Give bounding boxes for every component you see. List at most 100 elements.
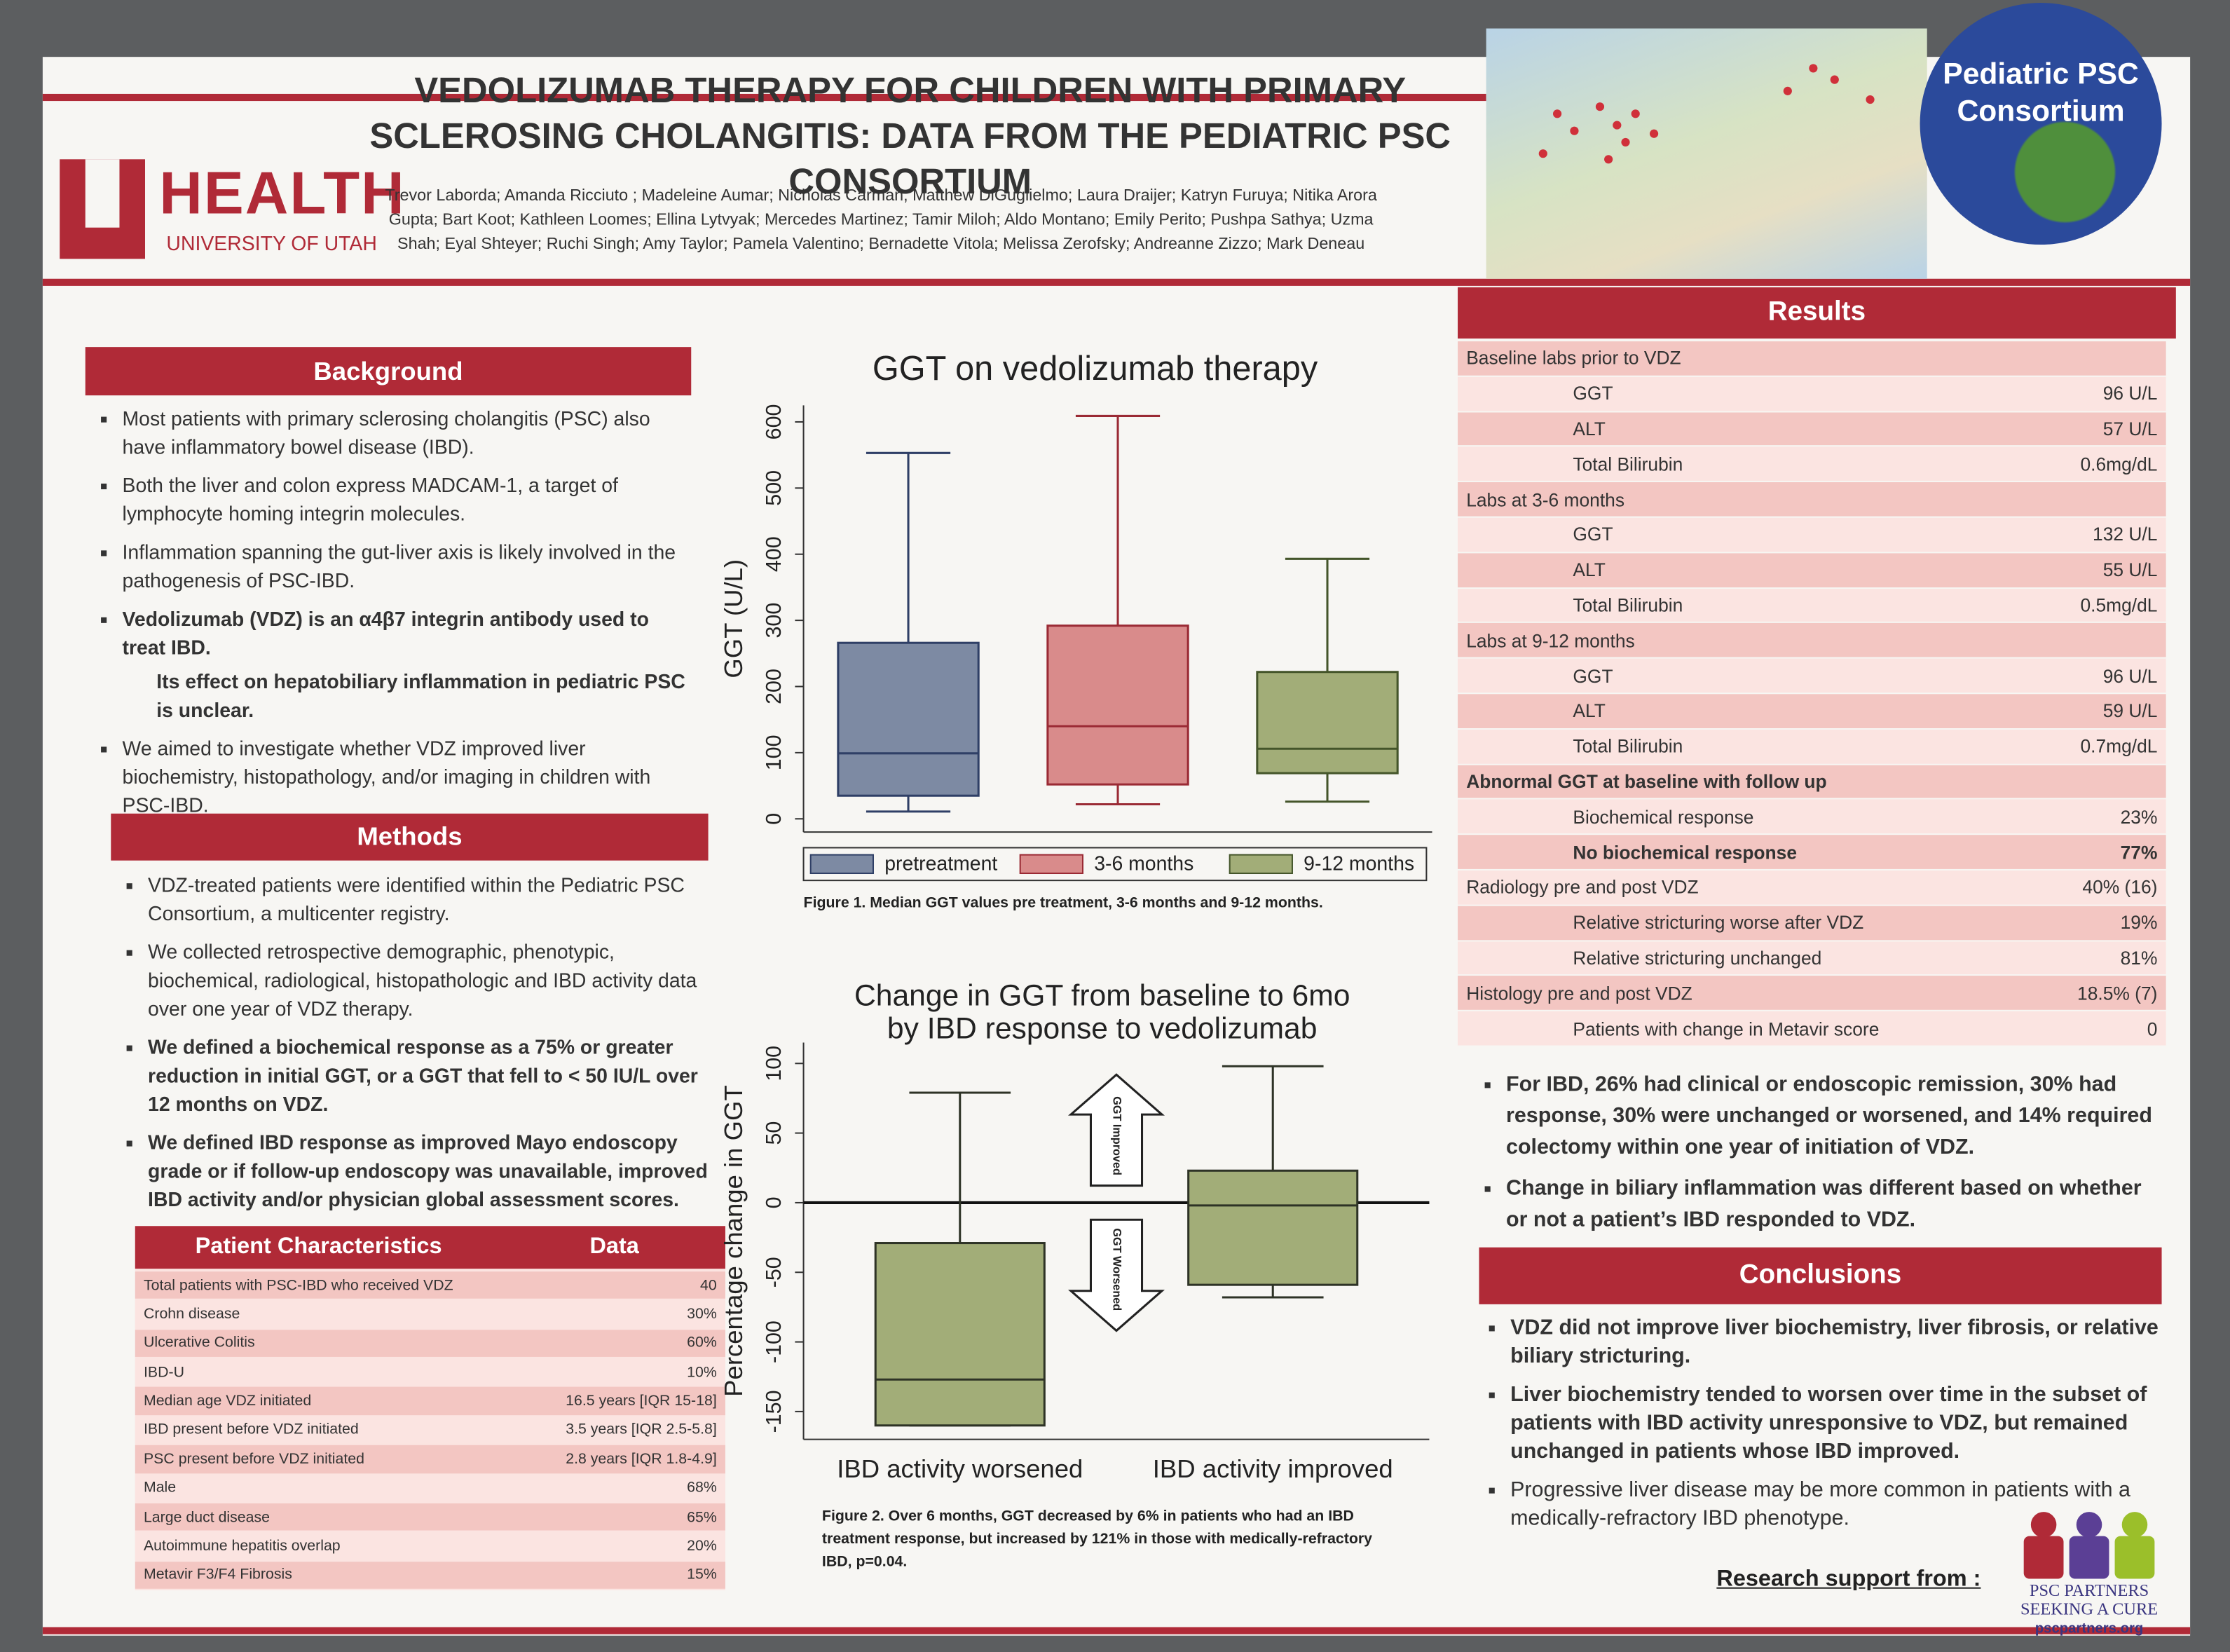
legend-swatch bbox=[809, 854, 875, 875]
y-tick-label: 400 bbox=[762, 536, 786, 572]
table-row: PSC present before VDZ initiated 2.8 year… bbox=[135, 1445, 725, 1473]
bullet: VDZ-treated patients were identified wit… bbox=[148, 871, 711, 927]
row-value: 68% bbox=[687, 1479, 717, 1497]
row-label: No biochemical response bbox=[1573, 841, 1798, 863]
box bbox=[1256, 671, 1399, 774]
bullet: Most patients with primary sclerosing ch… bbox=[123, 404, 686, 460]
row-label: Metavir F3/F4 Fibrosis bbox=[143, 1566, 292, 1584]
rule bbox=[42, 93, 1486, 102]
legend-label: pretreatment bbox=[884, 852, 997, 875]
figure-caption: Figure 2. Over 6 months, GGT decreased b… bbox=[821, 1508, 1373, 1571]
row-label: Relative stricturing unchanged bbox=[1573, 947, 1822, 969]
note: Its effect on hepatobiliary inflammation… bbox=[156, 669, 685, 721]
row-value: 0 bbox=[2147, 1018, 2158, 1039]
row-label: Male bbox=[143, 1479, 177, 1497]
table-row: Labs at 9-12 months bbox=[1458, 623, 2166, 657]
table-row: Biochemical response 23% bbox=[1458, 800, 2166, 834]
row-label: PSC present before VDZ initiated bbox=[143, 1450, 365, 1468]
header-cell: Patient Characteristics bbox=[195, 1234, 442, 1259]
bullet-list: We aimed to investigate whether VDZ impr… bbox=[88, 734, 685, 819]
y-axis-label: Percentage change in GGT bbox=[719, 1085, 748, 1397]
box bbox=[837, 641, 980, 797]
y-tick-label: 500 bbox=[762, 470, 786, 506]
row-value: 59 U/L bbox=[2102, 700, 2158, 722]
chart-title: Change in GGT from baseline to 6mo by IB… bbox=[854, 980, 1350, 1046]
row-value: 40% (16) bbox=[2082, 876, 2158, 899]
arrow bbox=[1068, 1073, 1165, 1187]
table-row: Radiology pre and post VDZ 40% (16) bbox=[1458, 870, 2166, 905]
row-label: Ulcerative Colitis bbox=[143, 1334, 255, 1352]
y-tick-label: -100 bbox=[762, 1320, 786, 1363]
row-label: Histology pre and post VDZ bbox=[1466, 982, 1692, 1004]
row-label: Large duct disease bbox=[143, 1508, 271, 1526]
row-value: 16.5 years [IQR 15-18] bbox=[566, 1392, 717, 1410]
row-value: 65% bbox=[687, 1508, 717, 1526]
row-label: Biochemical response bbox=[1573, 806, 1754, 828]
row-label: GGT bbox=[1573, 664, 1613, 687]
row-label: Total Bilirubin bbox=[1573, 453, 1683, 475]
row-value: 77% bbox=[2120, 841, 2158, 863]
table-row: Relative stricturing unchanged 81% bbox=[1458, 941, 2166, 975]
section-heading: Results bbox=[1458, 287, 2176, 339]
map-pins bbox=[1538, 64, 1875, 164]
row-label: IBD present before VDZ initiated bbox=[143, 1421, 359, 1439]
row-value: 0.5mg/dL bbox=[2080, 594, 2158, 616]
legend-label: 3-6 months bbox=[1094, 852, 1193, 875]
background-list: Most patients with primary sclerosing ch… bbox=[88, 404, 685, 829]
table-row: GGT 96 U/L bbox=[1458, 658, 2166, 693]
logo-mark bbox=[85, 159, 120, 228]
partner-name: PSC PARTNERS SEEKING A CURE bbox=[2020, 1580, 2159, 1619]
bullet: We collected retrospective demographic, … bbox=[148, 937, 711, 1023]
rule bbox=[42, 1627, 2191, 1634]
box bbox=[874, 1242, 1046, 1427]
chart: -150 -100 -50 0 50 100 Percentage change in GG… bbox=[719, 1042, 1430, 1483]
legend-swatch bbox=[1229, 854, 1293, 875]
results-table: Baseline labs prior to VDZ GGT 96 U/L ALT 57… bbox=[1458, 341, 2166, 1047]
bullet: Vedolizumab (VDZ) is an α4β7 integrin an… bbox=[123, 604, 686, 661]
bullet: For IBD, 26% had clinical or endoscopic … bbox=[1506, 1070, 2162, 1163]
table-row: Baseline labs prior to VDZ bbox=[1458, 341, 2166, 376]
row-value: 23% bbox=[2120, 806, 2158, 828]
legend-swatch bbox=[1019, 854, 1083, 875]
figure-caption: Figure 1. Median GGT values pre treatmen… bbox=[803, 894, 1323, 912]
rule bbox=[42, 278, 2191, 286]
legend-box bbox=[802, 847, 1428, 882]
table-row: Total patients with PSC-IBD who received… bbox=[135, 1271, 725, 1299]
support-label: Research support from : bbox=[1716, 1567, 1981, 1592]
row-value: 81% bbox=[2120, 947, 2158, 969]
row-label: ALT bbox=[1573, 418, 1606, 440]
box bbox=[1046, 624, 1189, 786]
row-value: 132 U/L bbox=[2093, 524, 2158, 546]
annotation: GGT Worsened bbox=[1111, 1228, 1123, 1311]
table-row: Patients with change in Metavir score 0 bbox=[1458, 1011, 2166, 1046]
row-value: 15% bbox=[687, 1566, 717, 1584]
table-row: Large duct disease 65% bbox=[135, 1503, 725, 1531]
row-label: Total Bilirubin bbox=[1573, 735, 1683, 757]
y-tick-label: -150 bbox=[762, 1390, 786, 1433]
y-tick-label: 100 bbox=[762, 1046, 786, 1081]
y-tick-label: 0 bbox=[762, 813, 786, 825]
table-row: GGT 132 U/L bbox=[1458, 517, 2166, 552]
table-row: Abnormal GGT at baseline with follow up bbox=[1458, 764, 2166, 799]
x-tick-label: IBD activity improved bbox=[1153, 1454, 1393, 1483]
x-tick-label: IBD activity worsened bbox=[837, 1454, 1083, 1483]
table-row: ALT 59 U/L bbox=[1458, 694, 2166, 728]
table-row: Metavir F3/F4 Fibrosis 15% bbox=[135, 1561, 725, 1589]
chart-title: GGT on vedolizumab therapy bbox=[872, 350, 1318, 388]
table-row: ALT 57 U/L bbox=[1458, 411, 2166, 446]
row-label: IBD-U bbox=[143, 1363, 184, 1381]
row-value: 18.5% (7) bbox=[2077, 982, 2158, 1004]
table-row: No biochemical response 77% bbox=[1458, 835, 2166, 869]
y-tick-label: 0 bbox=[762, 1196, 786, 1208]
table-row: ALT 55 U/L bbox=[1458, 552, 2166, 587]
row-label: Total patients with PSC-IBD who received… bbox=[143, 1276, 453, 1294]
row-value: 10% bbox=[687, 1363, 717, 1381]
bullet: We defined IBD response as improved Mayo… bbox=[148, 1128, 711, 1213]
findings-list: For IBD, 26% had clinical or endoscopic … bbox=[1472, 1070, 2161, 1246]
bullet: Inflammation spanning the gut-liver axis… bbox=[123, 538, 686, 594]
table-row: Autoimmune hepatitis overlap 20% bbox=[135, 1532, 725, 1560]
bullet: We aimed to investigate whether VDZ impr… bbox=[123, 734, 686, 819]
row-value: 60% bbox=[687, 1334, 717, 1352]
row-label: Autoimmune hepatitis overlap bbox=[143, 1537, 341, 1555]
